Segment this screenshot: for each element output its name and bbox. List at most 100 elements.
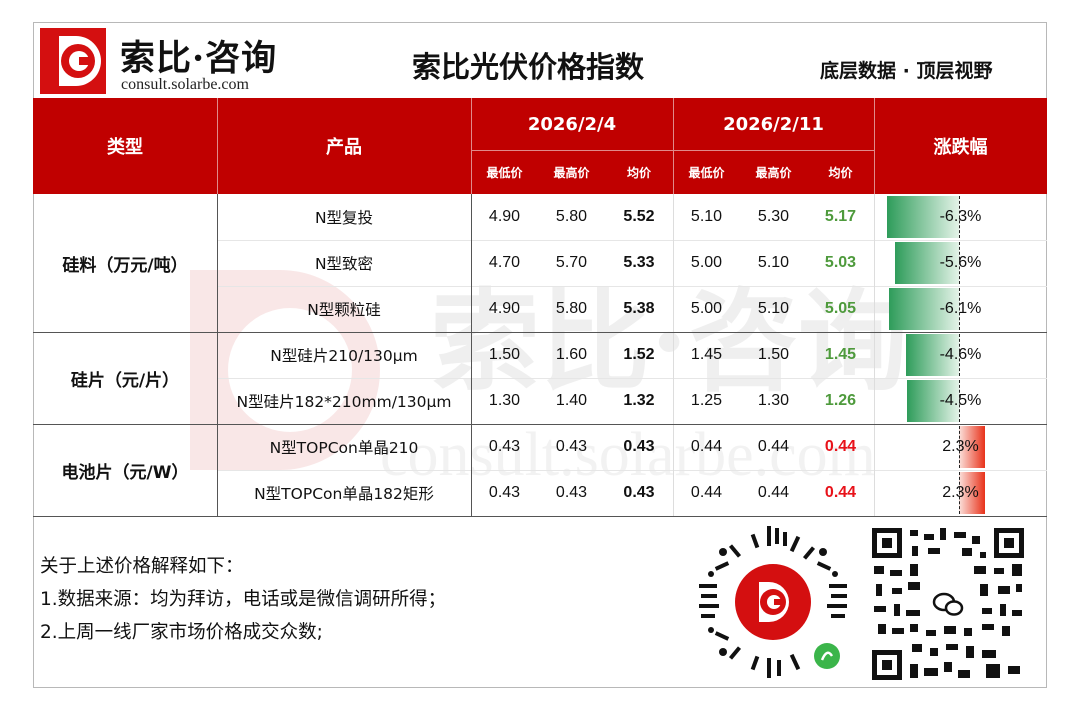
price-high-curr: 5.10: [757, 300, 790, 317]
price-high-curr: 0.44: [757, 484, 790, 501]
change-value: 2.3%: [942, 484, 979, 501]
price-avg-curr: 0.44: [824, 438, 857, 455]
price-low-curr: 0.44: [690, 484, 723, 501]
price-high-prev: 5.80: [555, 300, 588, 317]
mini-program-code-icon: [699, 526, 847, 678]
price-avg-curr: 1.26: [824, 392, 857, 409]
price-low-curr: 5.00: [690, 254, 723, 271]
header-type: 类型: [107, 137, 143, 158]
header-divider: [874, 98, 875, 194]
slogan: 底层数据 · 顶层视野: [820, 60, 993, 82]
price-low-prev: 0.43: [488, 438, 521, 455]
price-avg-curr: 5.03: [824, 254, 857, 271]
header-date-1: 2026/2/4: [527, 113, 617, 135]
row-divider: [217, 378, 1047, 379]
header-divider: [673, 98, 674, 194]
notes: 关于上述价格解释如下： 1.数据来源：均为拜访，电话或是微信调研所得； 2.上周…: [40, 550, 446, 649]
price-avg-prev: 1.52: [623, 346, 655, 363]
notes-heading: 关于上述价格解释如下：: [40, 556, 244, 577]
change-bar-down: [894, 242, 959, 284]
notes-line-2: 2.上周一线厂家市场价格成交众数;: [40, 622, 323, 643]
group-label-silicon: 硅料（万元/吨）: [62, 255, 188, 276]
change-bar-down: [888, 288, 959, 330]
subheader-avg-2: 均价: [828, 165, 853, 180]
card-frame: [33, 22, 1047, 688]
column-divider: [471, 194, 472, 516]
price-low-prev: 4.90: [488, 208, 521, 225]
header-divider: [471, 98, 472, 194]
change-value: 2.3%: [942, 438, 979, 455]
header-date-2: 2026/2/11: [723, 113, 824, 135]
product-name: N型TOPCon单晶210: [269, 439, 419, 457]
price-avg-curr: 0.44: [824, 484, 857, 501]
price-avg-prev: 5.33: [623, 254, 655, 271]
price-low-curr: 5.00: [690, 300, 723, 317]
solarbe-logo-icon: [40, 28, 106, 94]
price-high-curr: 1.50: [757, 346, 790, 363]
price-avg-prev: 0.43: [623, 484, 655, 501]
price-high-curr: 5.30: [757, 208, 790, 225]
change-value: -6.3%: [939, 208, 982, 225]
change-value: -4.6%: [939, 346, 982, 363]
price-high-curr: 5.10: [757, 254, 790, 271]
change-axis-line: [959, 334, 960, 376]
table-header: [33, 98, 1047, 194]
price-high-prev: 1.60: [555, 346, 588, 363]
column-divider: [874, 194, 875, 516]
price-low-curr: 5.10: [690, 208, 723, 225]
price-low-curr: 0.44: [690, 438, 723, 455]
wechat-qr-code-icon: [870, 526, 1026, 682]
row-divider: [217, 240, 1047, 241]
change-axis-line: [959, 380, 960, 422]
notes-line-1: 1.数据来源：均为拜访，电话或是微信调研所得；: [40, 589, 447, 610]
group-divider: [33, 332, 1047, 333]
price-high-prev: 0.43: [555, 438, 588, 455]
price-low-curr: 1.25: [690, 392, 723, 409]
header-change: 涨跌幅: [933, 137, 988, 158]
subheader-low-1: 最低价: [486, 165, 523, 180]
product-name: N型硅片182*210mm/130μm: [236, 393, 452, 411]
row-divider: [217, 470, 1047, 471]
price-avg-prev: 5.52: [623, 208, 655, 225]
subheader-low-2: 最低价: [688, 165, 725, 180]
change-bar-up: [959, 472, 986, 514]
subheader-high-2: 最高价: [755, 165, 792, 180]
header-divider: [471, 150, 874, 151]
change-value: -6.1%: [939, 300, 982, 317]
price-low-curr: 1.45: [690, 346, 723, 363]
column-divider: [673, 194, 674, 516]
group-divider: [33, 424, 1047, 425]
product-name: N型颗粒硅: [307, 301, 381, 319]
brand-name: 索比·咨询: [120, 38, 278, 79]
price-avg-curr: 5.17: [824, 208, 857, 225]
change-bar-down: [886, 196, 959, 238]
change-bar-up: [959, 426, 986, 468]
row-divider: [217, 286, 1047, 287]
subheader-high-1: 最高价: [553, 165, 590, 180]
group-label-cell: 电池片（元/W）: [61, 462, 189, 483]
price-low-prev: 1.50: [488, 346, 521, 363]
price-low-prev: 4.90: [488, 300, 521, 317]
change-axis-line: [959, 426, 960, 468]
product-name: N型复投: [314, 209, 374, 227]
change-bar-down: [907, 380, 959, 422]
price-high-curr: 1.30: [757, 392, 790, 409]
price-low-prev: 4.70: [488, 254, 521, 271]
group-label-wafer: 硅片（元/片）: [70, 370, 180, 391]
price-low-prev: 0.43: [488, 484, 521, 501]
brand-url: consult.solarbe.com: [121, 76, 249, 93]
price-avg-curr: 5.05: [824, 300, 857, 317]
product-name: N型TOPCon单晶182矩形: [254, 485, 434, 503]
subheader-avg-1: 均价: [626, 165, 651, 180]
price-avg-prev: 5.38: [623, 300, 655, 317]
price-avg-prev: 0.43: [623, 438, 655, 455]
header-product: 产品: [326, 137, 362, 158]
change-value: -5.6%: [939, 254, 982, 271]
change-value: -4.5%: [939, 392, 982, 409]
table-bottom-line: [33, 516, 1047, 517]
price-avg-curr: 1.45: [824, 346, 857, 363]
product-name: N型硅片210/130μm: [270, 347, 418, 365]
price-high-prev: 5.70: [555, 254, 588, 271]
price-high-prev: 5.80: [555, 208, 588, 225]
header-divider: [217, 98, 218, 194]
